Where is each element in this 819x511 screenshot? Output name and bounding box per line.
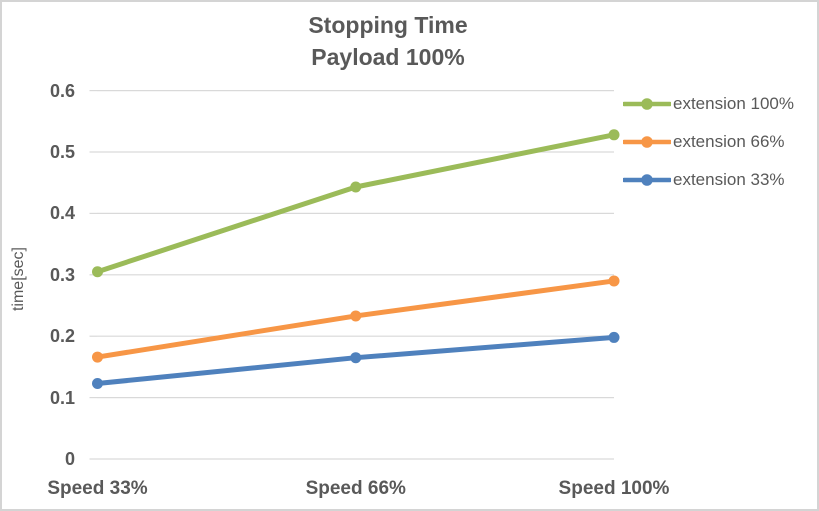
y-tick-label: 0.6: [49, 80, 75, 101]
y-tick-label: 0.2: [49, 326, 75, 347]
data-point-marker: [92, 351, 103, 363]
chart-title-block: Stopping Time Payload 100%: [188, 9, 588, 73]
data-point-marker: [608, 331, 620, 343]
y-tick-label: 0: [64, 449, 75, 469]
y-tick-label: 0.1: [49, 387, 75, 408]
x-axis-label: Speed 33%: [47, 478, 148, 499]
x-axis-label: Speed 100%: [558, 478, 670, 499]
data-point-marker: [350, 310, 362, 322]
chart-subtitle: Payload 100%: [311, 44, 465, 70]
data-point-marker: [350, 352, 362, 364]
data-point-marker: [608, 129, 620, 141]
data-point-marker: [92, 377, 103, 389]
y-tick-label: 0.4: [49, 203, 75, 224]
x-axis-label: Speed 66%: [305, 478, 406, 499]
data-point-marker: [92, 266, 103, 278]
y-tick-label: 0.5: [49, 142, 75, 162]
data-point-marker: [350, 181, 362, 193]
data-point-marker: [608, 275, 620, 287]
y-tick-label: 0.3: [49, 264, 75, 285]
chart-title: Stopping Time: [308, 12, 468, 38]
series-line: [95, 132, 617, 275]
